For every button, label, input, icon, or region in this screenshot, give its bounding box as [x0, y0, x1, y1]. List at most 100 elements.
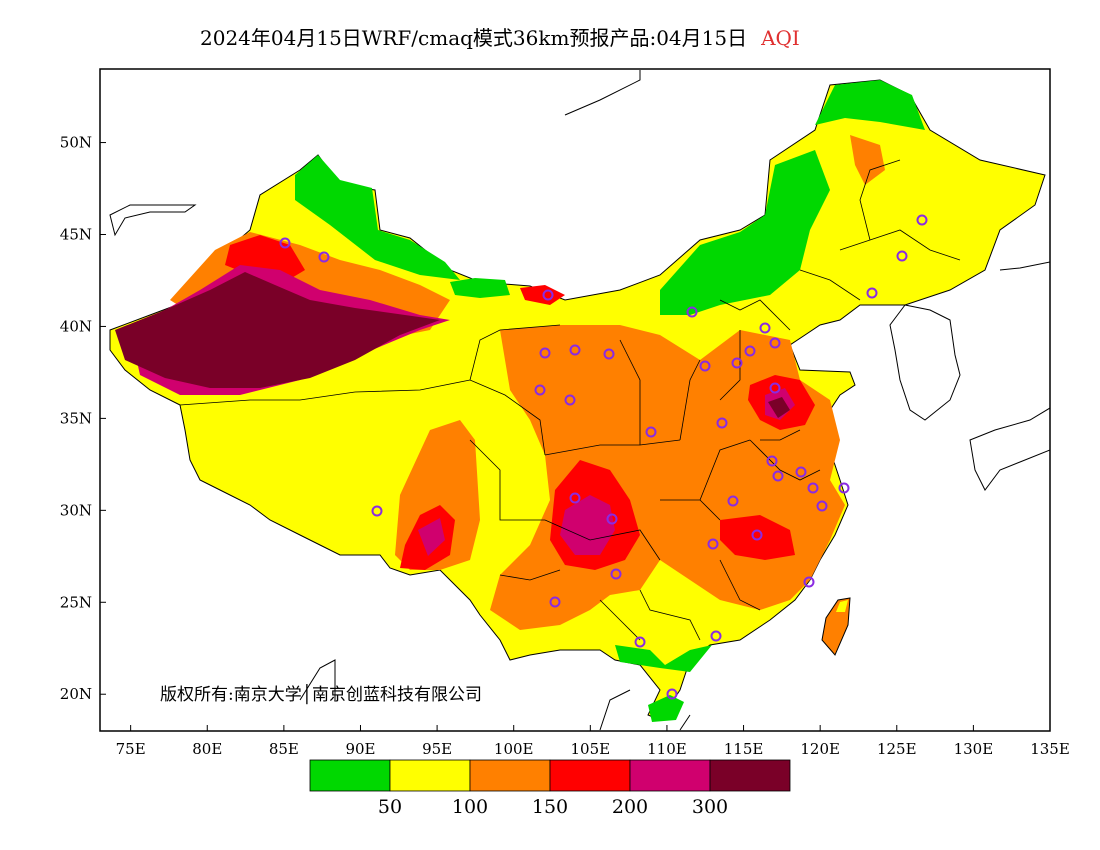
title-text: 2024年04月15日WRF/cmaq模式36km预报产品:04月15日 — [200, 26, 748, 50]
legend-swatch — [389, 759, 471, 792]
y-tick-label: 50N — [60, 134, 92, 152]
station-marker — [896, 250, 908, 262]
station-marker — [772, 470, 784, 482]
station-marker — [699, 360, 711, 372]
legend-swatch — [629, 759, 711, 792]
station-marker — [371, 505, 383, 517]
station-marker — [769, 382, 781, 394]
station-marker — [759, 322, 771, 334]
y-tick-label: 30N — [60, 501, 92, 519]
x-tick-label: 115E — [724, 740, 764, 758]
map-plot-area — [109, 70, 1050, 731]
korea-coastline — [889, 304, 961, 421]
x-tick-label: 135E — [1030, 740, 1070, 758]
y-tick-label: 20N — [60, 685, 92, 703]
orange-northeast — [850, 135, 885, 185]
color-legend: 50 100 150 200 300 — [309, 759, 791, 818]
station-marker — [634, 636, 646, 648]
x-tick-label: 130E — [954, 740, 994, 758]
station-marker — [766, 455, 778, 467]
copyright-text: 版权所有:南京大学│南京创蓝科技有限公司 — [160, 685, 482, 705]
y-tick-label: 45N — [60, 226, 92, 244]
station-marker — [564, 394, 576, 406]
plot-frame — [99, 68, 1051, 732]
x-tick-label: 85E — [269, 740, 299, 758]
station-marker — [751, 529, 763, 541]
red-central-east — [720, 515, 795, 560]
x-axis: 75E 80E 85E 90E 95E 100E 105E 110E 115E 120E 125E 1… — [116, 725, 1070, 758]
maroon-taklimakan — [115, 272, 440, 388]
legend-swatch — [709, 759, 791, 792]
station-marker — [716, 417, 728, 429]
station-marker — [710, 630, 722, 642]
station-marker — [816, 500, 828, 512]
x-tick-label: 125E — [877, 740, 917, 758]
japan-coastline — [969, 407, 1050, 491]
legend-swatch — [549, 759, 631, 792]
x-tick-label: 80E — [192, 740, 222, 758]
green-inner-mongolia — [660, 150, 830, 315]
x-tick-label: 105E — [571, 740, 611, 758]
station-marker — [542, 289, 554, 301]
green-northeast — [815, 80, 925, 130]
legend-label: 50 — [378, 796, 402, 818]
legend-label: 150 — [532, 796, 568, 818]
station-marker — [731, 357, 743, 369]
station-marker — [807, 482, 819, 494]
station-marker — [534, 384, 546, 396]
station-marker — [569, 492, 581, 504]
legend-label: 200 — [612, 796, 648, 818]
station-marker — [606, 513, 618, 525]
taiwan-yellow — [836, 600, 848, 612]
station-marker — [769, 337, 781, 349]
province-boundaries — [179, 159, 961, 641]
station-marker — [539, 347, 551, 359]
green-northwest — [295, 155, 460, 280]
station-marker — [707, 538, 719, 550]
legend-label: 100 — [452, 796, 488, 818]
station-marker — [838, 482, 850, 494]
station-marker — [795, 466, 807, 478]
y-axis: 50N 45N 40N 35N 30N 25N 20N — [60, 134, 106, 703]
x-tick-label: 110E — [647, 740, 687, 758]
green-hainan — [648, 695, 684, 722]
green-south — [615, 645, 712, 672]
station-marker — [645, 426, 657, 438]
station-marker — [569, 344, 581, 356]
y-tick-label: 35N — [60, 409, 92, 427]
x-tick-label: 120E — [800, 740, 840, 758]
legend-label: 300 — [692, 796, 728, 818]
maroon-shandong — [768, 397, 790, 418]
station-marker — [666, 688, 678, 700]
station-marker — [549, 596, 561, 608]
legend-swatch — [309, 759, 391, 792]
station-marker — [803, 576, 815, 588]
station-markers — [279, 214, 928, 700]
green-north-strip — [450, 278, 510, 298]
purple-tibet — [418, 518, 445, 556]
station-marker — [866, 287, 878, 299]
x-tick-label: 75E — [116, 740, 146, 758]
kazakh-lake — [109, 204, 197, 237]
taiwan — [821, 597, 851, 656]
station-marker — [744, 345, 756, 357]
southeast-asia-coast — [299, 659, 691, 731]
station-marker — [610, 568, 622, 580]
station-marker — [916, 214, 928, 226]
station-marker — [318, 251, 330, 263]
purple-sichuan — [560, 495, 615, 555]
y-tick-label: 25N — [60, 593, 92, 611]
x-tick-label: 90E — [345, 740, 375, 758]
station-marker — [727, 495, 739, 507]
y-tick-label: 40N — [60, 317, 92, 335]
station-marker — [686, 306, 698, 318]
x-tick-label: 95E — [422, 740, 452, 758]
title-variable: AQI — [761, 26, 800, 50]
legend-swatch — [469, 759, 551, 792]
station-marker — [279, 237, 291, 249]
x-tick-label: 100E — [494, 740, 534, 758]
station-marker — [603, 348, 615, 360]
russia-coastline — [564, 70, 1050, 271]
map-title: 2024年04月15日WRF/cmaq模式36km预报产品:04月15日 AQI — [200, 22, 800, 51]
